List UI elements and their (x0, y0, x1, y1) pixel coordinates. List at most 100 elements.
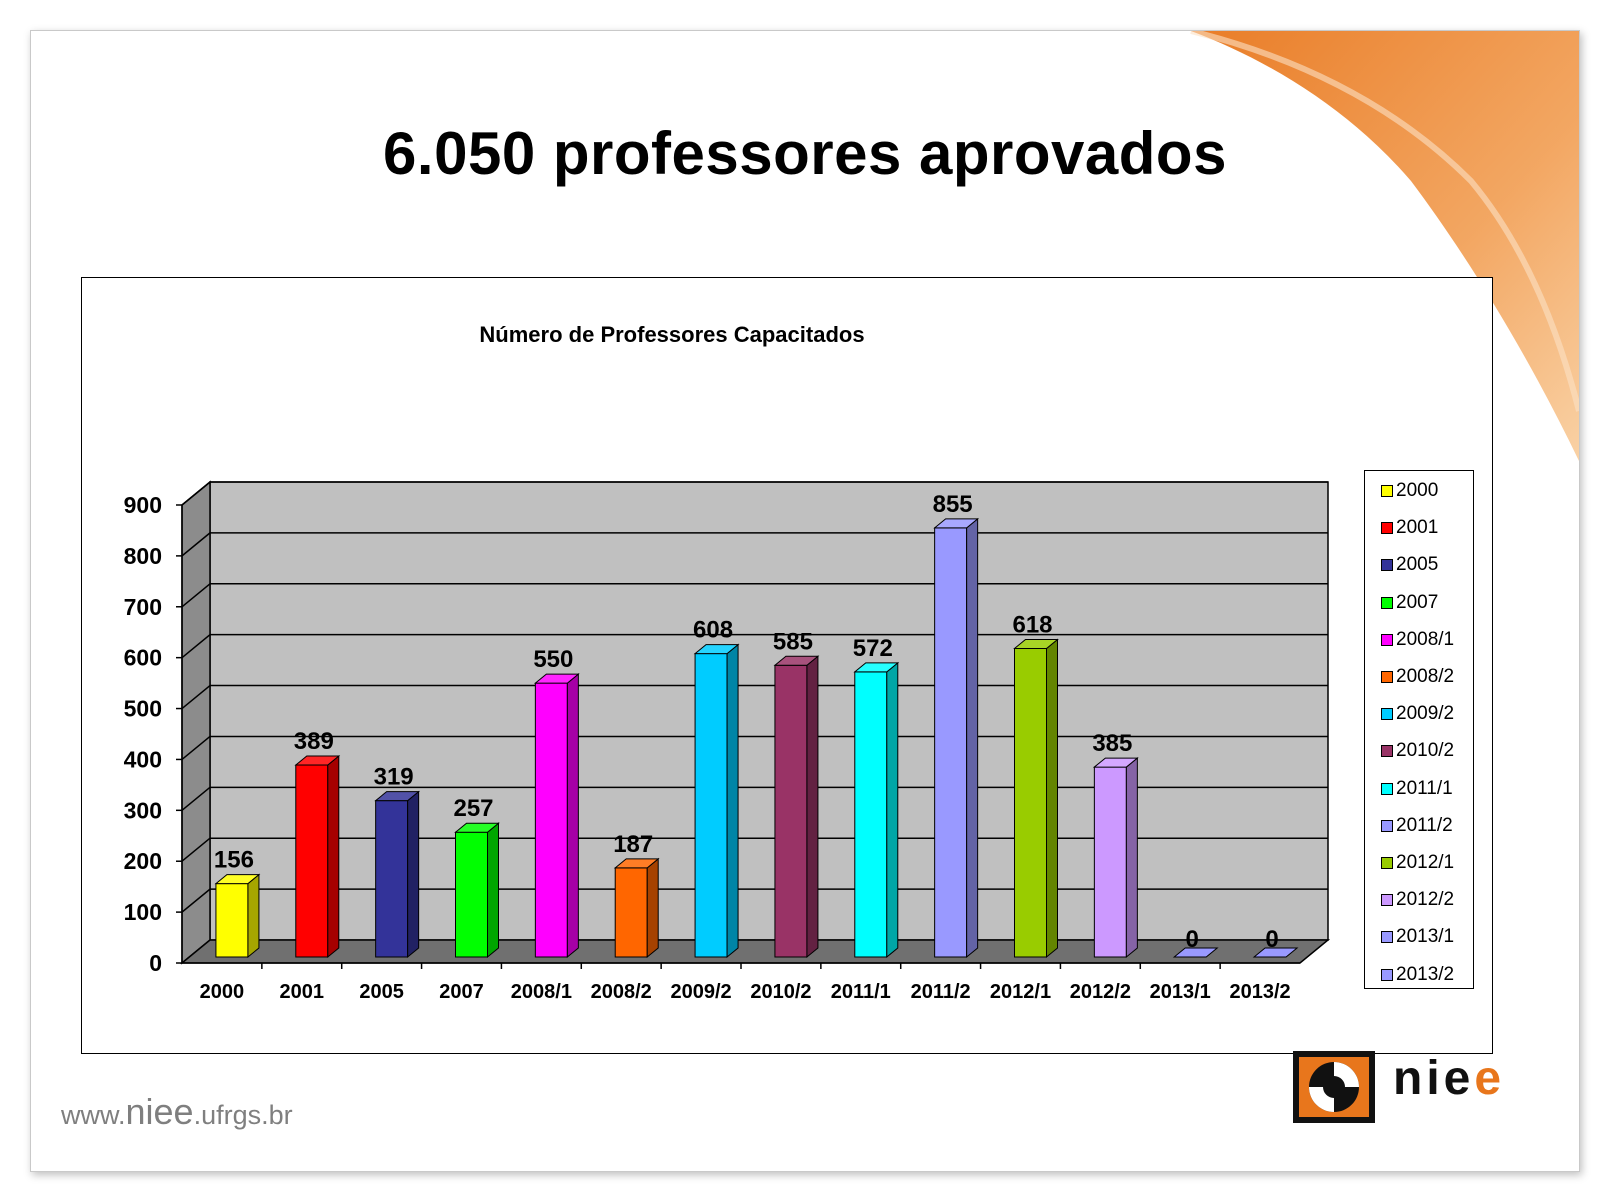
data-label: 0 (1186, 926, 1199, 953)
legend-item: 2012/2 (1381, 889, 1455, 911)
bar-top (1252, 947, 1299, 958)
legend-swatch (1381, 485, 1393, 497)
footer-url-brand: niee (125, 1091, 194, 1132)
gridline-side (181, 786, 211, 811)
legend-label: 2008/2 (1396, 666, 1455, 687)
bar-front (1093, 766, 1127, 958)
niee-logo-icon (1293, 1051, 1375, 1123)
bar-side (407, 790, 420, 959)
x-tick-label: 2007 (439, 981, 484, 1003)
legend-swatch (1381, 782, 1393, 795)
x-tick-label: 2011/2 (911, 981, 971, 1003)
legend-item: 2013/2 (1381, 964, 1454, 985)
bar-front (375, 800, 409, 958)
footer-url-prefix: www. (61, 1100, 126, 1130)
legend-item: 2007 (1381, 592, 1438, 613)
bar-front (614, 867, 648, 958)
logo-text-main: nie (1393, 1052, 1475, 1105)
bar-front (854, 671, 888, 958)
legend-item: 2013/1 (1381, 926, 1454, 947)
legend-label: 2012/1 (1396, 852, 1455, 873)
bar-top (533, 673, 580, 684)
bar-side (247, 873, 260, 959)
data-label: 618 (1012, 611, 1052, 638)
legend-label: 2012/2 (1396, 889, 1455, 911)
legend-swatch (1381, 633, 1393, 646)
legend-swatch (1381, 596, 1393, 609)
bar-front (534, 682, 568, 958)
x-tick-label: 2001 (280, 981, 325, 1003)
legend-item: 2008/2 (1381, 666, 1455, 687)
slide-title: 6.050 professores aprovados (383, 120, 1227, 187)
y-tick-label: 800 (124, 543, 162, 569)
bar-top (933, 518, 980, 529)
x-tick-label: 2013/1 (1150, 981, 1211, 1003)
bar-side (566, 673, 579, 959)
chart-side-wall (181, 480, 211, 965)
gridline-side (181, 735, 211, 761)
y-tick-label: 900 (124, 492, 162, 518)
bar-top (1092, 757, 1139, 768)
data-label: 550 (533, 646, 573, 673)
gridline-side (181, 583, 211, 608)
bar-top (374, 791, 421, 802)
logo-text-accent: e (1474, 1052, 1506, 1105)
data-label: 156 (214, 847, 254, 874)
x-tick-label: 2013/2 (1229, 981, 1290, 1003)
niee-logo-wordmark: niee (1393, 1051, 1505, 1106)
x-tick-label: 2012/2 (1070, 981, 1131, 1003)
bar-front (1014, 647, 1047, 958)
bar-side (487, 822, 499, 959)
legend-swatch (1381, 522, 1393, 535)
bar-front (215, 883, 249, 958)
legend-swatch (1381, 745, 1393, 758)
data-label: 389 (294, 728, 334, 755)
bar-top (1013, 638, 1059, 649)
gridline-side (181, 634, 211, 659)
x-tick-label: 2008/1 (511, 981, 572, 1003)
x-tick-label: 2010/2 (750, 981, 811, 1003)
bar-front (455, 831, 488, 958)
data-label: 572 (853, 635, 893, 662)
x-tick-label: 2005 (359, 981, 404, 1003)
data-label: 385 (1092, 730, 1132, 757)
slide: 6.050 professores aprovados Número de Pr… (30, 30, 1580, 1172)
y-tick-label: 100 (124, 899, 162, 925)
legend-label: 2008/1 (1396, 628, 1455, 650)
gridline-side (181, 837, 211, 862)
data-label: 319 (374, 764, 414, 791)
x-tick-label: 2008/2 (591, 981, 652, 1003)
x-tick-label: 2009/2 (670, 981, 731, 1003)
bar-top (454, 822, 500, 833)
bar-side (1046, 638, 1058, 959)
legend-swatch (1381, 671, 1393, 683)
legend-item: 2009/2 (1381, 703, 1455, 725)
chart-legend: 2000 2001 2005 2007 2008/1 2008/2 2009/2 2010/2… (1364, 470, 1474, 989)
bar-side (806, 655, 819, 959)
orange-swoosh-decoration (1190, 31, 1579, 461)
bar-side (646, 857, 659, 959)
x-tick-label: 2000 (200, 981, 245, 1003)
legend-swatch (1381, 819, 1393, 832)
legend-swatch (1381, 968, 1393, 981)
legend-item: 2008/1 (1381, 628, 1455, 650)
bar-top (294, 755, 341, 766)
chart-floor (179, 939, 1331, 964)
bar-side (327, 754, 340, 959)
y-tick-label: 600 (124, 645, 162, 671)
legend-item: 2000 (1381, 480, 1438, 501)
gridline-side (181, 684, 211, 710)
legend-item: 2010/2 (1381, 740, 1454, 761)
bar-front (295, 764, 329, 958)
y-tick-label: 300 (124, 797, 162, 823)
bar-front (694, 653, 728, 958)
data-label: 257 (453, 795, 493, 822)
bar-top (773, 655, 820, 666)
bar-chart: 0 100 200 300 400 500 600 700 800 900 156 2000 389 20… (124, 480, 1331, 1003)
legend-label: 2009/2 (1396, 703, 1455, 725)
data-label: 855 (933, 491, 973, 518)
bar-top (1172, 947, 1219, 958)
footer-url: www.niee.ufrgs.br (61, 1091, 293, 1133)
legend-label: 2005 (1396, 554, 1439, 576)
y-tick-label: 500 (124, 696, 162, 722)
